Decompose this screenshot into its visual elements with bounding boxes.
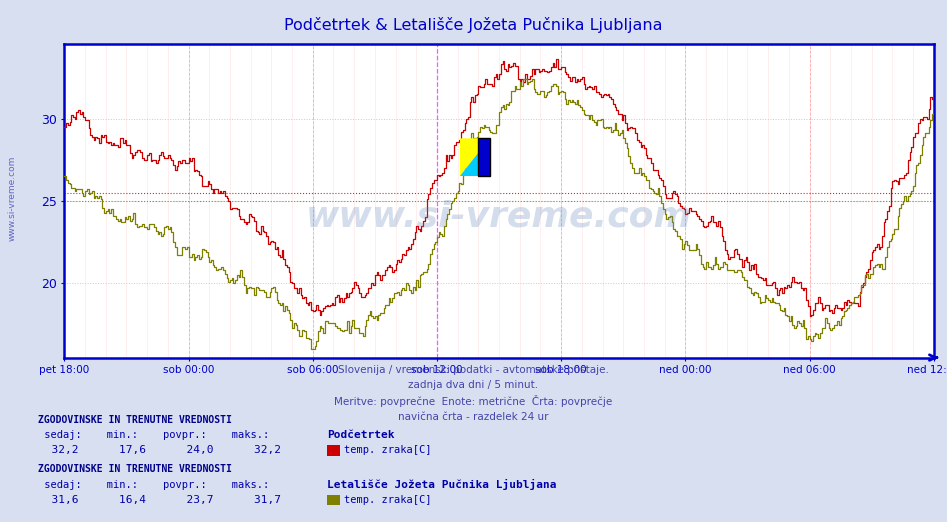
Text: sedaj:    min.:    povpr.:    maks.:: sedaj: min.: povpr.: maks.: (38, 431, 269, 441)
Text: www.si-vreme.com: www.si-vreme.com (306, 199, 692, 234)
Text: Podčetrtek & Letališče Jožeta Pučnika Ljubljana: Podčetrtek & Letališče Jožeta Pučnika Lj… (284, 17, 663, 33)
Text: sedaj:    min.:    povpr.:    maks.:: sedaj: min.: povpr.: maks.: (38, 480, 269, 490)
Text: Podčetrtek: Podčetrtek (327, 431, 394, 441)
Text: Letališče Jožeta Pučnika Ljubljana: Letališče Jožeta Pučnika Ljubljana (327, 479, 556, 490)
Polygon shape (460, 138, 491, 176)
Text: ZGODOVINSKE IN TRENUTNE VREDNOSTI: ZGODOVINSKE IN TRENUTNE VREDNOSTI (38, 465, 232, 474)
Text: temp. zraka[C]: temp. zraka[C] (344, 495, 431, 505)
Text: temp. zraka[C]: temp. zraka[C] (344, 445, 431, 455)
FancyBboxPatch shape (478, 138, 491, 176)
Text: Slovenija / vremenski podatki - avtomatske postaje.
zadnja dva dni / 5 minut.
Me: Slovenija / vremenski podatki - avtomats… (334, 365, 613, 422)
Text: 31,6      16,4      23,7      31,7: 31,6 16,4 23,7 31,7 (38, 495, 281, 505)
Polygon shape (460, 138, 491, 176)
Text: www.si-vreme.com: www.si-vreme.com (8, 156, 17, 241)
Text: 32,2      17,6      24,0      32,2: 32,2 17,6 24,0 32,2 (38, 445, 281, 455)
Text: ZGODOVINSKE IN TRENUTNE VREDNOSTI: ZGODOVINSKE IN TRENUTNE VREDNOSTI (38, 415, 232, 425)
